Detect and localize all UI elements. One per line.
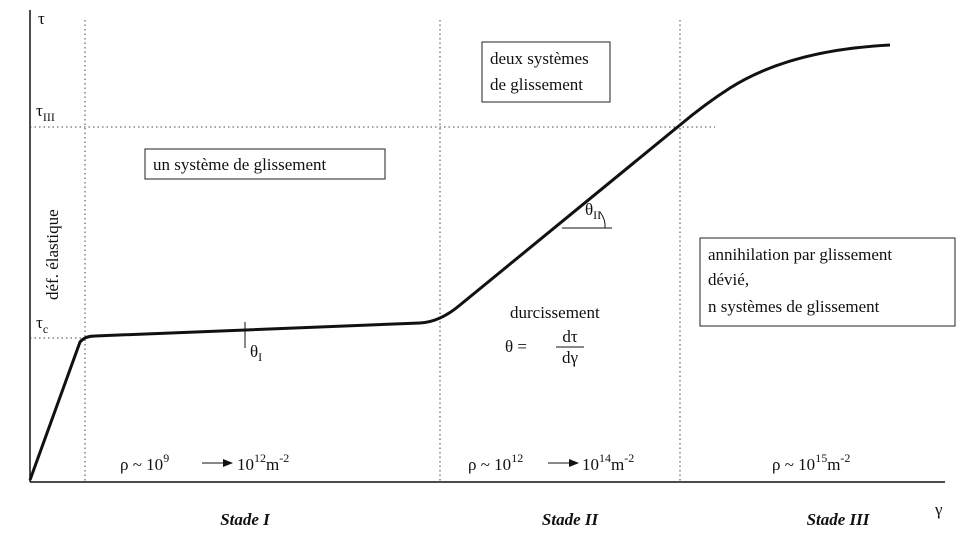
region-box (699, 237, 956, 327)
hardening-label: durcissement (510, 303, 600, 322)
region-box (144, 148, 386, 180)
tau-iii: τIII (36, 101, 55, 124)
density: 1012m-2 (237, 451, 289, 474)
region-label: annihilation par glissement (708, 245, 892, 264)
hardening-lhs: θ = (505, 337, 527, 356)
theta-i: θI (250, 342, 262, 364)
hardening-denominator: dγ (562, 348, 579, 367)
y-axis-label: τ (38, 9, 45, 28)
elastic-label: déf. élastique (43, 209, 62, 300)
region-label: dévié, (708, 270, 749, 289)
stage-label: Stade II (542, 510, 600, 529)
region-label: deux systèmes (490, 49, 589, 68)
tau-c: τc (36, 313, 48, 336)
region-box (481, 41, 611, 103)
stage-label: Stade III (807, 510, 871, 529)
density: ρ ~ 109 (120, 451, 169, 474)
region-label: un système de glissement (153, 155, 327, 174)
stress-strain-curve (28, 43, 891, 481)
density: ρ ~ 1015m-2 (772, 451, 850, 474)
region-label: de glissement (490, 75, 583, 94)
stage-label: Stade I (220, 510, 271, 529)
density: ρ ~ 1012 (468, 451, 523, 474)
angle-arc (599, 211, 606, 229)
region-label: n systèmes de glissement (708, 297, 880, 316)
theta-ii: θII (585, 200, 601, 222)
x-axis-label: γ (934, 500, 943, 519)
hardening-numerator: dτ (562, 327, 578, 346)
density: 1014m-2 (582, 451, 634, 474)
